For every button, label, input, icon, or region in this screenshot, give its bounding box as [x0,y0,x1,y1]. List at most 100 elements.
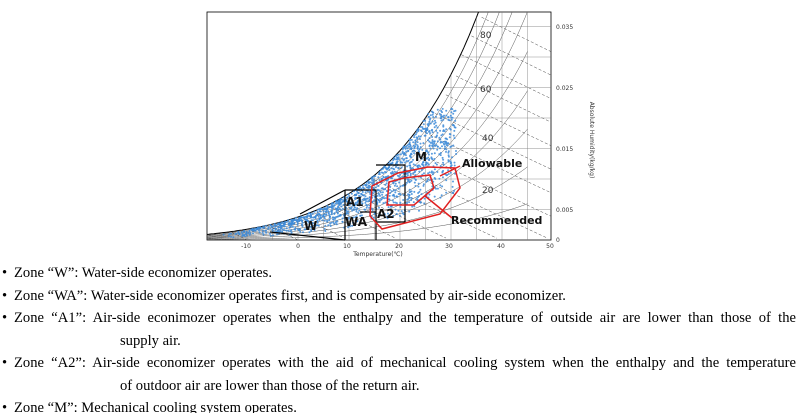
data-point [334,202,337,205]
data-point [373,199,376,202]
data-point [396,154,399,156]
data-point [445,109,448,112]
data-point [271,228,274,231]
data-point [388,214,391,217]
data-point [316,210,319,213]
data-point [410,199,413,202]
data-point [326,206,329,209]
data-point [394,166,397,169]
data-point [397,166,400,169]
enthalpy-line [389,162,549,239]
data-point [402,213,405,216]
data-point [387,206,390,209]
data-point [451,156,454,159]
data-point [246,234,248,237]
data-point [350,192,353,195]
data-point [379,214,382,216]
y-tick-label: 0.025 [556,85,573,92]
data-point [331,207,334,210]
data-point [401,161,404,164]
bullet-line: supply air. [0,330,800,353]
data-point [441,107,444,110]
data-point [431,131,434,134]
data-point [387,166,390,169]
y-tick-label: 0.005 [556,207,573,214]
w-boundary [269,231,346,241]
data-point [411,150,414,153]
data-point [405,160,408,163]
zone-label: A2 [377,207,395,221]
data-point [429,114,432,117]
data-point [433,177,436,179]
data-point [399,206,402,208]
rh-label: 40 [482,134,494,144]
data-point [378,173,381,176]
data-point [399,201,402,204]
envelopes [369,165,461,230]
data-point [423,202,426,205]
data-point [372,175,375,178]
data-point [392,182,395,185]
data-point [418,148,421,151]
x-axis: -10 0 10 20 30 40 50 Temperature(℃) [241,243,554,258]
data-point [413,190,416,193]
data-point [364,195,367,198]
data-point [419,188,422,191]
data-point [336,211,339,214]
data-point [378,189,381,192]
data-point [296,220,299,223]
data-point [362,194,365,197]
data-point [391,170,394,173]
data-point [330,213,333,216]
data-point [406,147,409,150]
data-point [439,152,442,154]
data-point [451,185,454,188]
data-point [356,190,359,193]
data-point [427,153,430,156]
data-point [425,180,428,183]
data-point [425,150,427,153]
data-point [436,140,439,143]
data-point [399,185,402,188]
data-point [422,184,425,187]
data-point [423,156,426,158]
data-point [446,144,449,147]
data-point [301,221,304,224]
data-point [413,205,416,208]
data-point [337,208,340,211]
bullet-dot: • [2,310,8,326]
x-tick-label: 30 [445,243,453,250]
data-point [383,212,386,215]
data-point [410,148,412,151]
data-point [425,162,428,164]
data-point [354,201,357,204]
data-point [427,163,430,166]
data-point [442,142,445,145]
data-point [327,211,330,214]
data-point [337,205,340,208]
data-point [279,223,282,226]
data-point [293,222,296,225]
data-point [300,215,303,218]
data-point [227,235,230,238]
data-point [335,223,338,226]
data-point [398,214,401,217]
data-point [436,187,439,190]
data-point [434,121,437,124]
data-point [382,202,385,205]
data-point [333,213,336,215]
data-point [357,211,360,214]
data-point [384,176,387,179]
data-point [405,157,408,160]
data-point [306,226,309,229]
data-point [357,192,360,195]
data-point [393,184,396,187]
data-point [281,228,284,231]
recommended-envelope [386,174,435,206]
data-point [440,117,443,120]
data-point [425,157,428,160]
data-point [390,172,393,175]
data-point [286,220,289,223]
data-point [449,162,452,165]
data-point [241,235,244,237]
